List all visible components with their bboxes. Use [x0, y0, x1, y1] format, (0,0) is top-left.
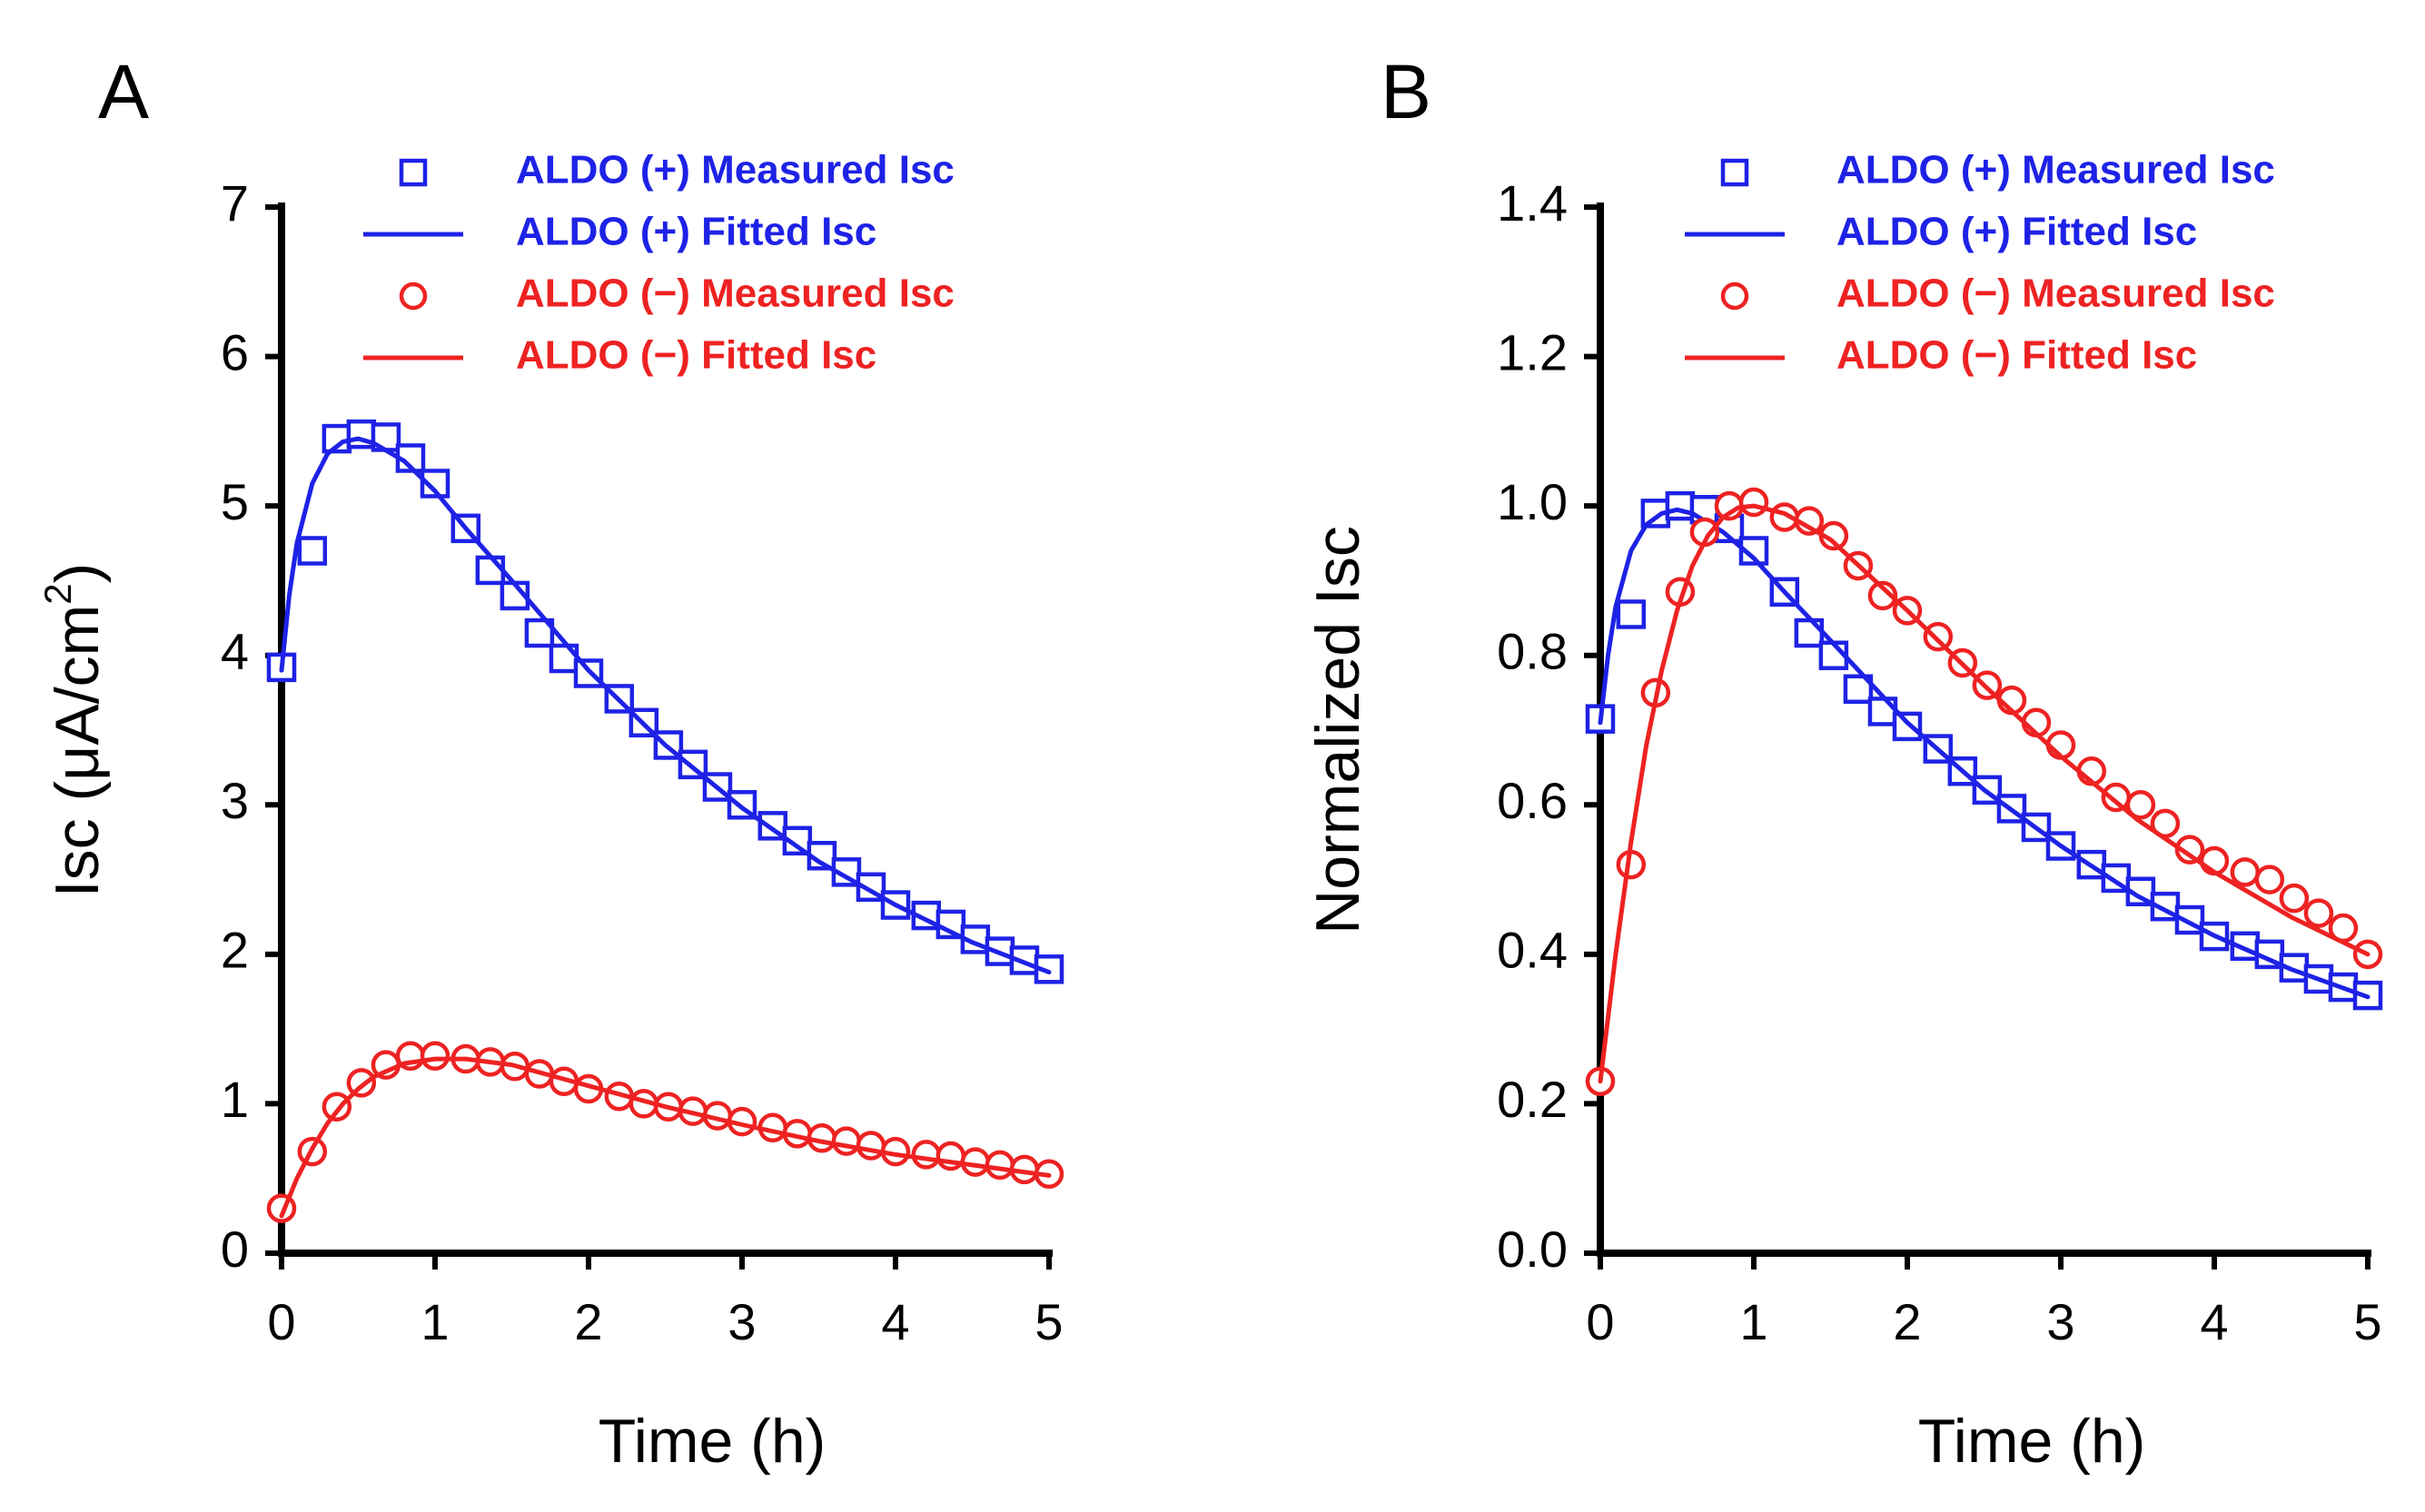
x-tick-label: 3	[728, 1293, 756, 1350]
y-tick-label: 0.4	[1497, 922, 1568, 979]
data-point-square	[2303, 964, 2334, 994]
data-point-square	[1892, 711, 1923, 742]
y-tick-label: 6	[221, 323, 249, 380]
x-tick-label: 1	[1739, 1293, 1767, 1350]
fitted-line	[1598, 503, 2371, 1084]
legend: ALDO (+) Measured Isc ALDO (+) Fitted Isc…	[1685, 148, 2275, 378]
legend-swatch-square	[399, 158, 428, 187]
fitted-line	[279, 436, 1052, 975]
y-tick-label: 2	[221, 922, 249, 979]
series-aldo-fitted-isc	[1598, 503, 2371, 1084]
y-tick-label: 3	[221, 772, 249, 829]
data-point-circle	[1738, 487, 1769, 518]
x-tick-label: 5	[1034, 1293, 1063, 1350]
x-tick-label: 0	[267, 1293, 295, 1350]
x-axis-title: Time (h)	[1918, 1407, 2146, 1476]
legend-label: ALDO (+) Fitted Isc	[1836, 210, 2197, 254]
x-tick-label: 2	[1893, 1293, 1921, 1350]
panel-label: B	[1381, 49, 1431, 134]
fitted-line	[1598, 507, 2371, 1000]
legend-label: ALDO (−) Fitted Isc	[1836, 333, 2197, 378]
legend-swatch-circle	[399, 282, 428, 311]
y-tick-label: 1	[221, 1071, 249, 1128]
y-tick-label: 1.2	[1497, 323, 1568, 380]
data-point-circle	[322, 1092, 352, 1122]
legend-label: ALDO (−) Measured Isc	[516, 272, 955, 316]
series-aldo-fitted-isc	[279, 1056, 1052, 1219]
x-tick-label: 4	[2200, 1293, 2228, 1350]
x-tick-label: 0	[1586, 1293, 1614, 1350]
x-tick-label: 4	[881, 1293, 909, 1350]
y-tick-label: 1.4	[1497, 174, 1568, 232]
data-point-circle	[2254, 865, 2285, 894]
series-aldo-fitted-isc	[279, 436, 1052, 975]
legend-label: ALDO (+) Measured Isc	[1836, 148, 2275, 193]
y-tick-label: 7	[221, 174, 249, 232]
data-point-circle	[2125, 790, 2156, 820]
data-point-circle	[1867, 580, 1898, 611]
y-tick-label: 0	[221, 1220, 249, 1278]
legend: ALDO (+) Measured Isc ALDO (+) Fitted Isc…	[363, 148, 955, 378]
data-point-circle	[985, 1150, 1015, 1181]
series-aldo-measured-isc	[266, 419, 1064, 984]
data-point-circle	[2230, 857, 2261, 887]
legend-swatch-square	[1720, 158, 1749, 187]
data-point-square	[1843, 674, 1874, 704]
series-aldo-measured-isc	[1585, 487, 2383, 1096]
y-tick-label: 5	[221, 473, 249, 530]
fitted-line	[279, 1056, 1052, 1219]
panel-label: A	[98, 49, 149, 134]
legend-label: ALDO (+) Fitted Isc	[516, 210, 876, 254]
data-point-square	[757, 811, 788, 841]
x-tick-label: 2	[574, 1293, 602, 1350]
legend-label: ALDO (+) Measured Isc	[516, 148, 955, 193]
data-point-square	[1867, 697, 1898, 726]
data-point-circle	[420, 1041, 450, 1072]
data-point-square	[322, 423, 352, 454]
x-tick-label: 5	[2353, 1293, 2381, 1350]
data-point-circle	[2303, 898, 2334, 928]
data-point-circle	[856, 1131, 886, 1161]
x-tick-label: 3	[2046, 1293, 2074, 1350]
data-point-square	[475, 555, 506, 586]
series-aldo-fitted-isc	[1598, 507, 2371, 1000]
legend-label: ALDO (−) Fitted Isc	[516, 333, 876, 378]
data-point-circle	[831, 1126, 862, 1156]
chart-panel-b: B 0.0 0.2 0.4 0.6 0.8 1.0 1.2 1.4 0 1 2 3 4 5 Time (h) N…	[1303, 49, 2383, 1476]
y-tick-label: 0.0	[1497, 1220, 1568, 1278]
data-point-circle	[911, 1140, 942, 1170]
series-aldo-measured-isc	[1585, 490, 2383, 1011]
x-tick-label: 1	[421, 1293, 449, 1350]
data-point-circle	[1923, 621, 1954, 652]
data-point-square	[297, 536, 328, 566]
legend-label: ALDO (−) Measured Isc	[1836, 272, 2275, 316]
x-axis-title: Time (h)	[599, 1407, 826, 1476]
y-tick-label: 4	[221, 623, 249, 680]
y-tick-label: 0.6	[1497, 772, 1568, 829]
y-tick-label: 0.8	[1497, 623, 1568, 680]
legend-swatch-circle	[1720, 282, 1749, 311]
data-point-square	[524, 618, 555, 648]
y-axis-title: Isc (μA/cm2)	[36, 563, 112, 898]
y-tick-label: 1.0	[1497, 473, 1568, 530]
y-tick-label: 0.2	[1497, 1071, 1568, 1128]
y-axis-title: Normalized Isc	[1303, 526, 1372, 934]
data-point-circle	[2279, 883, 2310, 914]
data-point-square	[1616, 599, 1647, 629]
data-point-circle	[2174, 835, 2205, 865]
chart-panel-a: A 0 1 2 3 4 5 6 7 0 1 2 3 4 5 Time (h) Isc (μA/cm2) ALDO …	[36, 49, 1064, 1476]
